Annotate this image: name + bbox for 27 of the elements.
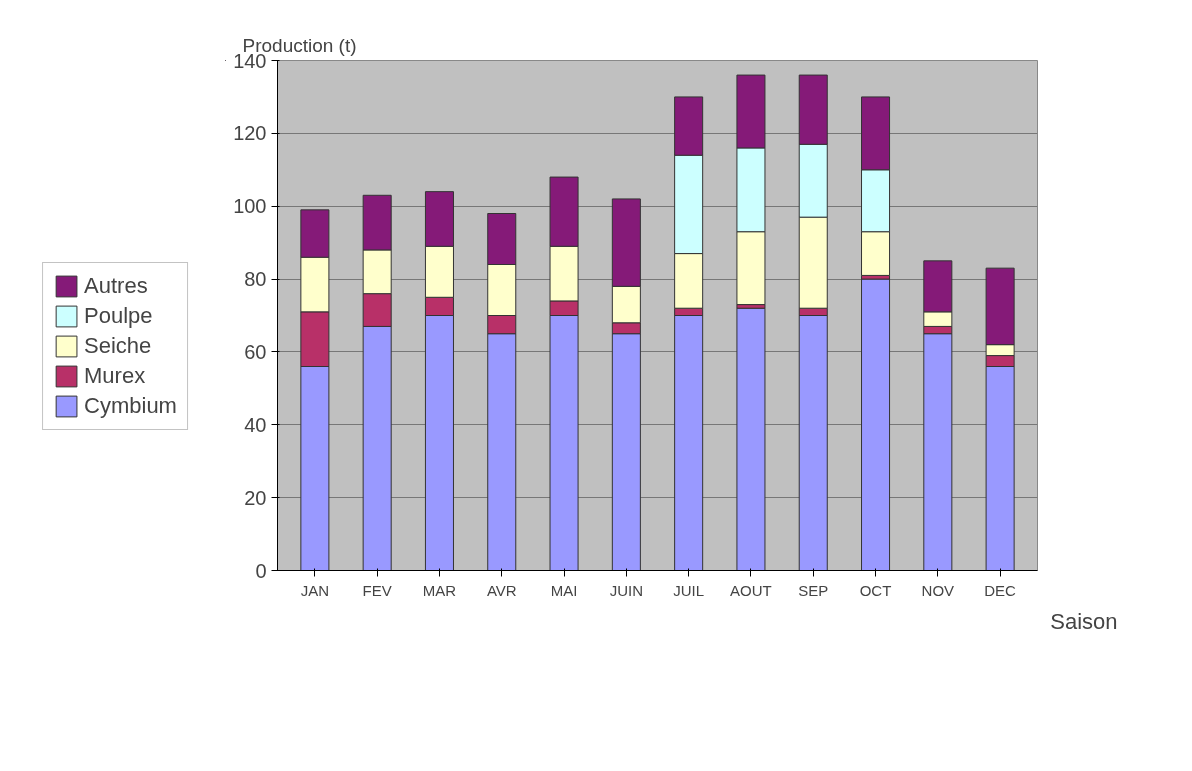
legend-label: Cymbium — [84, 393, 177, 419]
y-tick-label: 100 — [233, 195, 267, 218]
x-tick-label: JAN — [300, 581, 330, 599]
x-tick-label: MAI — [550, 581, 578, 599]
x-tick-label: JUIL — [673, 581, 705, 599]
y-tick-label: 40 — [244, 413, 267, 436]
x-tick-label: NOV — [921, 581, 955, 599]
x-axis-title: Saison — [1050, 608, 1118, 634]
y-tick-label: 0 — [255, 559, 267, 582]
x-tick-label: FEV — [362, 581, 392, 599]
x-tick-label: AVR — [486, 581, 517, 599]
y-tick-label: 120 — [233, 122, 267, 145]
legend-label: Autres — [84, 273, 148, 299]
bar — [736, 307, 766, 571]
bar — [861, 278, 891, 571]
y-tick-label: 80 — [244, 268, 267, 291]
legend-label: Murex — [84, 363, 146, 389]
y-tick-label: 20 — [244, 486, 267, 509]
legend-label: Poulpe — [84, 303, 153, 329]
x-tick-label: OCT — [859, 581, 892, 599]
y-tick-label: 60 — [244, 340, 267, 363]
x-tick-label: DEC — [984, 581, 1017, 599]
x-tick-label: SEP — [798, 581, 829, 599]
x-tick-label: AOUT — [730, 581, 772, 599]
legend-label: Seiche — [84, 333, 152, 359]
x-tick-label: MAR — [422, 581, 457, 599]
x-tick-label: JUIN — [609, 581, 644, 599]
